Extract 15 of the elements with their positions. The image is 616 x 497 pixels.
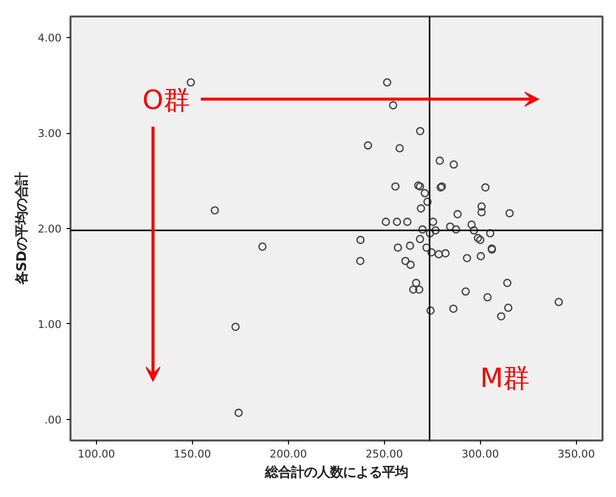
y-tick-label: 3.00 xyxy=(38,127,62,140)
y-tick-label: 4.00 xyxy=(38,32,62,45)
x-axis-title: 総合計の人数による平均 xyxy=(264,464,408,480)
y-tick-label: 2.00 xyxy=(38,222,62,236)
annotation: O群 xyxy=(142,85,190,116)
y-tick-label: 1.00 xyxy=(38,318,62,331)
x-tick-label: 300.00 xyxy=(462,448,500,460)
y-axis-title: 各SDの平均の合計 xyxy=(14,172,30,286)
y-tick-label: .00 xyxy=(44,413,62,426)
x-tick-label: 200.00 xyxy=(270,448,308,460)
x-tick-label: 250.00 xyxy=(366,448,404,460)
x-tick-label: 150.00 xyxy=(174,448,212,460)
x-tick-label: 100.00 xyxy=(78,448,116,460)
x-tick-label: 350.00 xyxy=(558,448,596,460)
annotation: M群 xyxy=(480,362,530,394)
